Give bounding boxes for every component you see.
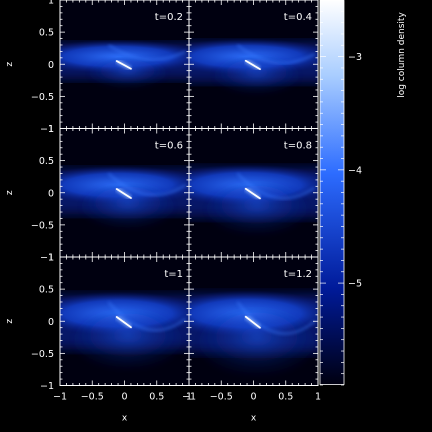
density-map xyxy=(60,257,189,386)
panel-1: t=0.2 xyxy=(59,0,190,129)
y-tick-label: −1 xyxy=(40,381,54,392)
panel-4: t=0.8 xyxy=(188,128,319,258)
panel-5: t=1 xyxy=(59,256,190,386)
x-axis-label: x xyxy=(251,414,257,424)
x-tick-label: 0 xyxy=(121,392,127,403)
y-tick-label: 0.5 xyxy=(39,156,54,167)
x-tick-label: −0.5 xyxy=(210,392,233,403)
y-tick-label: −0.5 xyxy=(31,349,54,360)
panel-label: t=0.2 xyxy=(155,12,183,23)
x-axis-label: x xyxy=(122,414,128,424)
colorbar-tick-label: −3 xyxy=(348,52,362,63)
colorbar-tick-label: −5 xyxy=(348,279,362,290)
y-axis-label: z xyxy=(5,319,15,324)
density-map xyxy=(60,128,189,257)
y-tick-label: 0.5 xyxy=(39,28,54,39)
x-tick-label: 0.5 xyxy=(278,392,293,403)
x-tick-label: −0.5 xyxy=(81,392,104,403)
x-tick-label: −1 xyxy=(53,392,67,403)
density-map xyxy=(189,0,318,129)
x-tick-label: −1 xyxy=(182,392,196,403)
y-axis-label: z xyxy=(5,62,15,67)
x-tick-label: 0.5 xyxy=(149,392,164,403)
panel-3: t=0.6 xyxy=(59,128,190,258)
panel-2: t=0.4 xyxy=(188,0,319,129)
y-tick-label: 0 xyxy=(48,317,54,328)
x-tick-label: 1 xyxy=(315,392,321,403)
panel-label: t=0.4 xyxy=(284,12,312,23)
y-tick-label: 1 xyxy=(48,124,54,135)
y-tick-label: −0.5 xyxy=(31,220,54,231)
colorbar-label: log column density xyxy=(397,12,407,98)
y-tick-label: 0 xyxy=(48,188,54,199)
panel-label: t=1 xyxy=(164,269,183,280)
y-tick-label: 0 xyxy=(48,60,54,71)
density-map xyxy=(189,257,318,386)
y-tick-label: 1 xyxy=(48,0,54,7)
density-map xyxy=(189,128,318,257)
panel-6: t=1.2 xyxy=(188,256,319,386)
panel-label: t=0.6 xyxy=(155,141,183,152)
y-tick-label: −1 xyxy=(40,253,54,264)
x-tick-label: 0 xyxy=(250,392,256,403)
y-tick-label: −1 xyxy=(40,124,54,135)
density-map xyxy=(60,0,189,129)
y-axis-label: z xyxy=(5,190,15,195)
y-tick-label: −0.5 xyxy=(31,92,54,103)
y-tick-label: 1 xyxy=(48,253,54,264)
y-tick-label: 0.5 xyxy=(39,285,54,296)
x-tick-label: 1 xyxy=(186,392,192,403)
panel-label: t=0.8 xyxy=(284,141,312,152)
colorbar-tick-label: −4 xyxy=(348,165,362,176)
panel-label: t=1.2 xyxy=(284,269,312,280)
colorbar xyxy=(320,0,344,385)
